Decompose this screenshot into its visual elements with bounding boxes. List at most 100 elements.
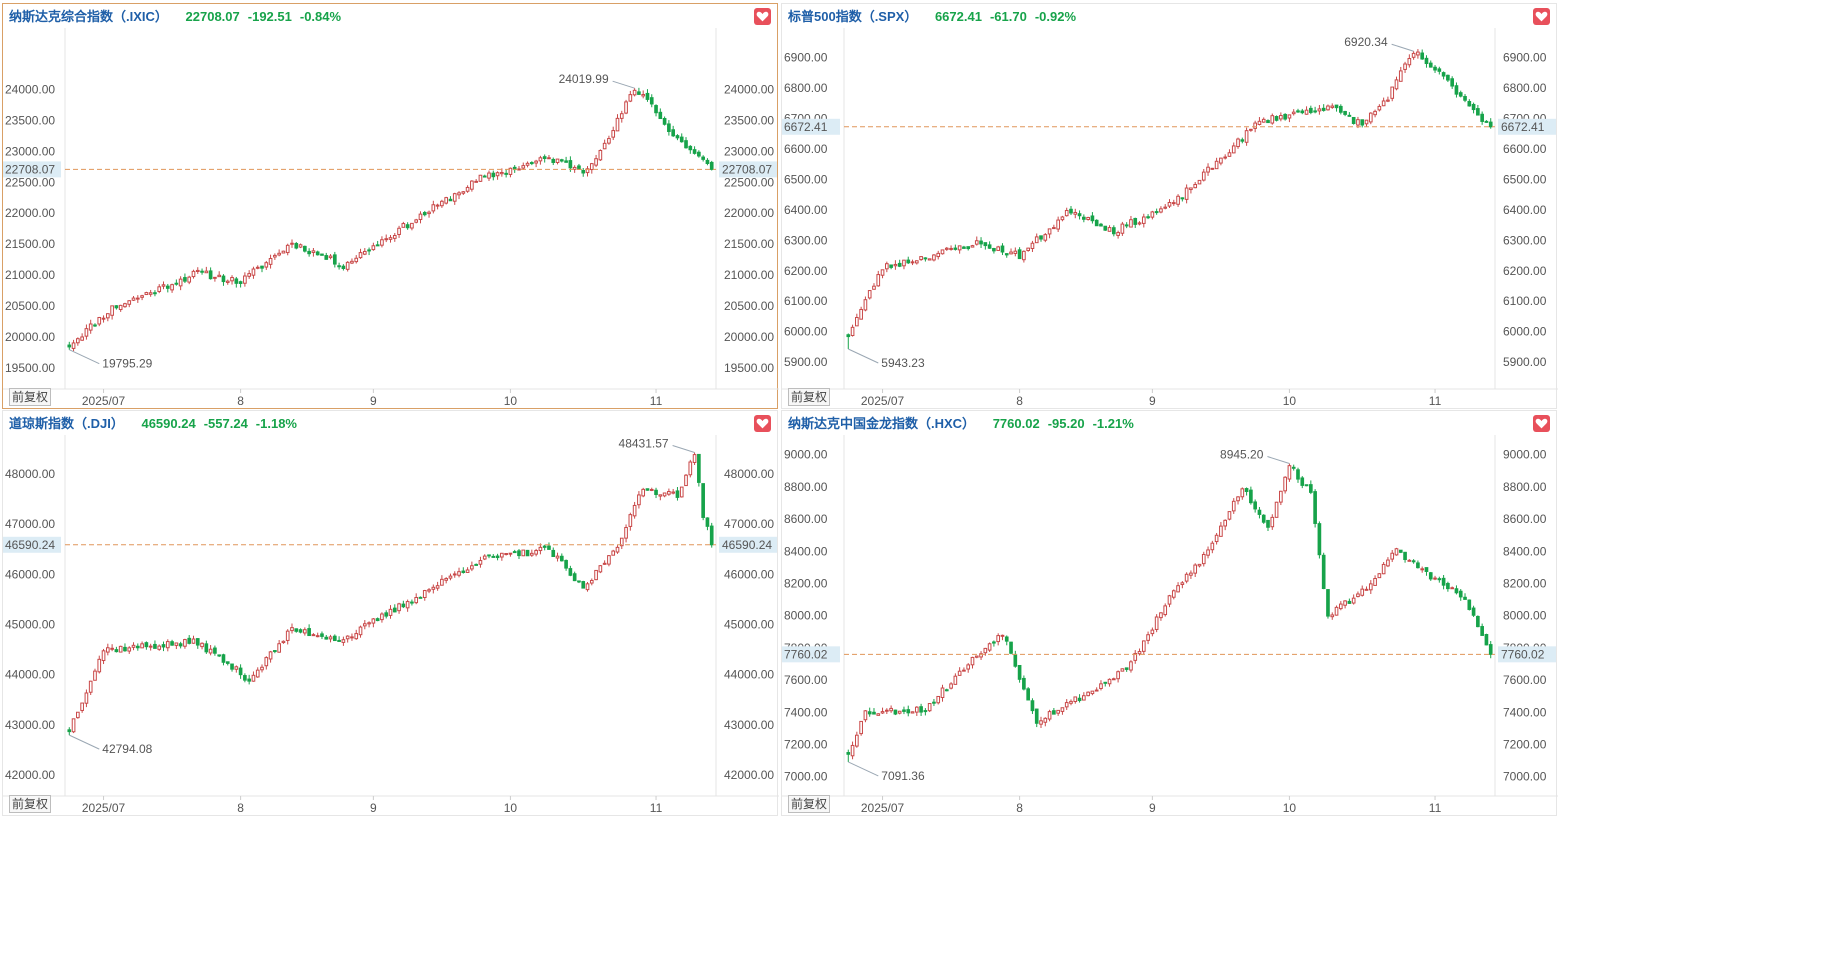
candle-up: [1082, 695, 1086, 701]
candle-up: [101, 317, 106, 320]
candle-down: [1180, 197, 1185, 200]
candle-down: [238, 281, 243, 284]
candle-down: [658, 111, 663, 120]
candle-up: [983, 647, 988, 654]
candle-down: [1424, 57, 1429, 65]
candle-up: [1154, 616, 1159, 630]
candle-up: [1377, 573, 1382, 579]
candle-down: [1458, 92, 1463, 97]
candle-down: [1360, 119, 1365, 126]
candle-down: [923, 710, 928, 713]
candle-up: [936, 695, 941, 704]
candle-up: [585, 583, 590, 591]
candle-up: [1210, 542, 1215, 551]
candle-up: [521, 165, 526, 169]
candle-up: [268, 258, 273, 265]
candle-down: [1458, 590, 1463, 598]
candle-down: [667, 123, 671, 132]
last-price-tag-left: [782, 646, 840, 663]
restore-rights-button[interactable]: 前复权: [788, 795, 830, 813]
candle-up: [315, 635, 320, 638]
candle-up: [1180, 582, 1185, 585]
chart-panel-ixic[interactable]: 纳斯达克综合指数（.IXIC） 22708.07 -192.51 -0.84% 24…: [2, 3, 779, 410]
candle-up: [328, 636, 333, 640]
candle-up: [290, 242, 294, 245]
candlestick-chart[interactable]: 48000.00 48000.00 47000.00 47000.00 46000.00…: [3, 411, 779, 817]
candlestick-chart[interactable]: 24000.00 24000.00 23500.00 23500.00 23000.00…: [3, 4, 779, 410]
candle-up: [1356, 119, 1360, 126]
chart-panel-spx[interactable]: 标普500指数（.SPX） 6672.41 -61.70 -0.92% 6900.0…: [781, 3, 1558, 410]
candle-down: [1313, 491, 1317, 524]
candle-down: [375, 244, 380, 247]
candle-up: [88, 323, 93, 331]
candle-down: [1039, 235, 1043, 240]
favorite-heart-icon[interactable]: [1533, 415, 1550, 432]
chart-panel-hxc[interactable]: 纳斯达克中国金龙指数（.HXC） 7760.02 -95.20 -1.21% 900…: [781, 410, 1558, 817]
candle-down: [889, 264, 893, 268]
candle-down: [93, 324, 97, 327]
candle-up: [110, 647, 114, 650]
favorite-heart-icon[interactable]: [754, 415, 771, 432]
candle-up: [1416, 51, 1420, 56]
candle-up: [157, 286, 162, 292]
candle-down: [422, 212, 427, 216]
candle-up: [1193, 564, 1198, 574]
candle-up: [418, 213, 423, 220]
restore-rights-button[interactable]: 前复权: [9, 795, 51, 813]
price-change: -61.70: [989, 9, 1027, 24]
candle-up: [281, 250, 286, 254]
restore-rights-button[interactable]: 前复权: [788, 388, 830, 406]
candle-up: [1420, 568, 1425, 571]
candle-down: [1441, 577, 1446, 586]
candle-up: [1197, 563, 1202, 567]
candle-up: [932, 254, 936, 261]
candle-down: [697, 151, 701, 157]
candle-down: [987, 244, 992, 249]
candle-up: [1398, 70, 1403, 82]
candlestick-chart[interactable]: 9000.00 9000.00 8800.00 8800.00 8600.00 8600.…: [782, 411, 1558, 817]
y-tick-label-right: 6500.00: [1503, 172, 1547, 186]
candle-up: [465, 569, 470, 573]
chart-panel-dji[interactable]: 道琼斯指数（.DJI） 46590.24 -557.24 -1.18% 48000.…: [2, 410, 779, 817]
candle-down: [992, 247, 996, 252]
candle-down: [923, 257, 928, 260]
candle-up: [401, 223, 406, 228]
candle-down: [491, 555, 496, 558]
candle-up: [1283, 476, 1287, 492]
candle-down: [67, 729, 72, 733]
candle-up: [358, 252, 363, 259]
candle-up: [234, 666, 239, 670]
candle-up: [628, 94, 633, 102]
candle-up: [1133, 652, 1138, 661]
restore-rights-button[interactable]: 前复权: [9, 388, 51, 406]
candle-down: [542, 156, 547, 159]
candle-up: [435, 585, 440, 589]
candle-down: [1463, 596, 1467, 600]
x-tick-label: 11: [1429, 394, 1442, 408]
candle-down: [1437, 68, 1442, 72]
candle-up: [1304, 109, 1309, 115]
candle-up: [850, 744, 855, 757]
candle-up: [1159, 612, 1163, 619]
candle-up: [1184, 573, 1189, 582]
candle-up: [1069, 700, 1073, 704]
candle-up: [123, 303, 127, 308]
y-tick-label-right: 23000.00: [724, 144, 774, 158]
candle-up: [1176, 195, 1180, 205]
price-change-pct: -1.18%: [255, 416, 297, 431]
candle-up: [1407, 58, 1412, 66]
candle-down: [153, 643, 157, 649]
candle-up: [470, 180, 474, 190]
candle-up: [637, 494, 641, 506]
favorite-heart-icon[interactable]: [1533, 8, 1550, 25]
candle-down: [401, 603, 406, 608]
candle-down: [1488, 121, 1493, 128]
candle-up: [388, 237, 393, 240]
candle-up: [298, 244, 303, 248]
candle-up: [474, 180, 478, 183]
favorite-heart-icon[interactable]: [754, 8, 771, 25]
candle-up: [910, 711, 915, 714]
candle-down: [367, 249, 371, 252]
candle-up: [71, 342, 76, 349]
